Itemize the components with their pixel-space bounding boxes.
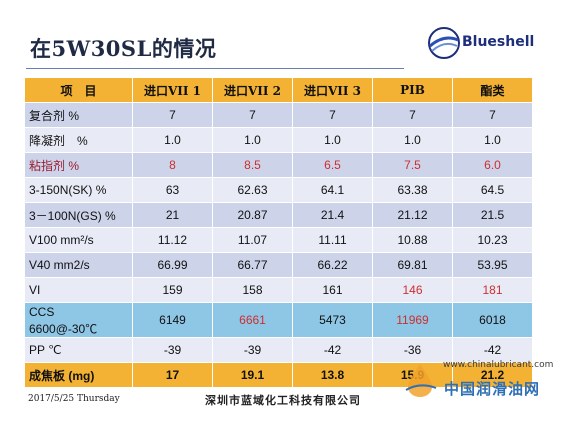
table-cell: 1.0 bbox=[132, 127, 213, 153]
table-cell: 10.23 bbox=[452, 227, 533, 253]
table-cell: 6661 bbox=[212, 302, 293, 338]
table-cell: 158 bbox=[212, 277, 293, 303]
table-row: VI 159 158 161 146 181 bbox=[24, 277, 533, 303]
table-cell: -42 bbox=[292, 337, 373, 363]
table-cell: -36 bbox=[372, 337, 453, 363]
table-cell: 20.87 bbox=[212, 202, 293, 228]
row-label: VI bbox=[24, 277, 133, 303]
header-cell: PIB bbox=[372, 77, 453, 103]
row-label: PP ℃ bbox=[24, 337, 133, 363]
globe-swoosh-icon bbox=[428, 27, 460, 59]
table-cell: 11.11 bbox=[292, 227, 373, 253]
row-label: 粘指剂 % bbox=[24, 152, 133, 178]
table-row: PP ℃ -39 -39 -42 -36 -42 bbox=[24, 337, 533, 363]
table-cell: 11.12 bbox=[132, 227, 213, 253]
table-cell: 6018 bbox=[452, 302, 533, 338]
table-cell: 159 bbox=[132, 277, 213, 303]
slide-title: 在5W30SL的情况 bbox=[30, 36, 217, 61]
table-cell: 21.4 bbox=[292, 202, 373, 228]
table-row: V40 mm2/s 66.99 66.77 66.22 69.81 53.95 bbox=[24, 252, 533, 278]
table-cell: 63.38 bbox=[372, 177, 453, 203]
table-header-row: 项 目 进口VII 1 进口VII 2 进口VII 3 PIB 酯类 bbox=[24, 77, 533, 103]
table-row: 3-150N(SK) % 63 62.63 64.1 63.38 64.5 bbox=[24, 177, 533, 203]
table-cell: 64.1 bbox=[292, 177, 373, 203]
row-label: 复合剂 % bbox=[24, 102, 133, 128]
table-cell: 146 bbox=[372, 277, 453, 303]
header-cell: 进口VII 1 bbox=[132, 77, 213, 103]
table-cell: 7 bbox=[132, 102, 213, 128]
header-cell: 酯类 bbox=[452, 77, 533, 103]
table-cell: 62.63 bbox=[212, 177, 293, 203]
table-cell: 64.5 bbox=[452, 177, 533, 203]
table-cell: 11.07 bbox=[212, 227, 293, 253]
table-cell: 7 bbox=[212, 102, 293, 128]
logo-text: Blueshell bbox=[462, 34, 535, 50]
table-cell: 6.5 bbox=[292, 152, 373, 178]
table-cell: 181 bbox=[452, 277, 533, 303]
title-divider bbox=[26, 68, 404, 69]
watermark-url: www.chinalubricant.com bbox=[443, 360, 554, 370]
table-body: 复合剂 % 7 7 7 7 7 降凝剂 % 1.0 1.0 1.0 1.0 1.0 粘指剂 % 8 8.5 6… bbox=[24, 102, 533, 388]
header-cell: 项 目 bbox=[24, 77, 133, 103]
table-row: 成焦板 (mg) 17 19.1 13.8 15.9 21.2 bbox=[24, 362, 533, 388]
table-cell: 6.0 bbox=[452, 152, 533, 178]
table-cell: 21.2 bbox=[452, 362, 533, 388]
table-cell: 7.5 bbox=[372, 152, 453, 178]
table-cell: 21.12 bbox=[372, 202, 453, 228]
table-cell: 7 bbox=[372, 102, 453, 128]
table-cell: 21.5 bbox=[452, 202, 533, 228]
table-row: 3－100N(GS) % 21 20.87 21.4 21.12 21.5 bbox=[24, 202, 533, 228]
table-cell: 66.77 bbox=[212, 252, 293, 278]
table-cell: 1.0 bbox=[212, 127, 293, 153]
row-label: V40 mm2/s bbox=[24, 252, 133, 278]
table-cell: 53.95 bbox=[452, 252, 533, 278]
row-label: 降凝剂 % bbox=[24, 127, 133, 153]
row-label: CCS 6600@-30℃ bbox=[24, 302, 133, 338]
footer-company: 深圳市蓝域化工科技有限公司 bbox=[205, 394, 361, 407]
table-cell: -39 bbox=[132, 337, 213, 363]
table-cell: 7 bbox=[292, 102, 373, 128]
table-cell: 8 bbox=[132, 152, 213, 178]
oil-drop-icon bbox=[405, 364, 437, 397]
table-cell: 8.5 bbox=[212, 152, 293, 178]
table-row: 粘指剂 % 8 8.5 6.5 7.5 6.0 bbox=[24, 152, 533, 178]
table-cell: 7 bbox=[452, 102, 533, 128]
header-cell: 进口VII 3 bbox=[292, 77, 373, 103]
table-cell: 10.88 bbox=[372, 227, 453, 253]
table-cell: -39 bbox=[212, 337, 293, 363]
table-cell: 161 bbox=[292, 277, 373, 303]
table-row: 复合剂 % 7 7 7 7 7 bbox=[24, 102, 533, 128]
table-cell: 21 bbox=[132, 202, 213, 228]
comparison-table: 项 目 进口VII 1 进口VII 2 进口VII 3 PIB 酯类 复合剂 %… bbox=[24, 77, 533, 388]
row-label: V100 mm²/s bbox=[24, 227, 133, 253]
table-cell: 5473 bbox=[292, 302, 373, 338]
footer-date: 2017/5/25 Thursday bbox=[28, 394, 120, 404]
table-cell: 11969 bbox=[372, 302, 453, 338]
row-label: 成焦板 (mg) bbox=[24, 362, 133, 388]
table-cell: 1.0 bbox=[292, 127, 373, 153]
table-cell: 19.1 bbox=[212, 362, 293, 388]
blueshell-logo: Blueshell bbox=[427, 24, 557, 62]
table-cell: 13.8 bbox=[292, 362, 373, 388]
table-cell: 69.81 bbox=[372, 252, 453, 278]
table-row: V100 mm²/s 11.12 11.07 11.11 10.88 10.23 bbox=[24, 227, 533, 253]
table-cell: 1.0 bbox=[452, 127, 533, 153]
row-label: 3－100N(GS) % bbox=[24, 202, 133, 228]
table-row: 降凝剂 % 1.0 1.0 1.0 1.0 1.0 bbox=[24, 127, 533, 153]
header-cell: 进口VII 2 bbox=[212, 77, 293, 103]
table-cell: 66.22 bbox=[292, 252, 373, 278]
table-cell: 6149 bbox=[132, 302, 213, 338]
table-cell: 17 bbox=[132, 362, 213, 388]
table-cell: 66.99 bbox=[132, 252, 213, 278]
table-cell: 1.0 bbox=[372, 127, 453, 153]
row-label: 3-150N(SK) % bbox=[24, 177, 133, 203]
table-row: CCS 6600@-30℃ 6149 6661 5473 11969 6018 bbox=[24, 302, 533, 338]
table-cell: 63 bbox=[132, 177, 213, 203]
table-cell: -42 bbox=[452, 337, 533, 363]
watermark-name: 中国润滑油网 bbox=[444, 380, 541, 398]
